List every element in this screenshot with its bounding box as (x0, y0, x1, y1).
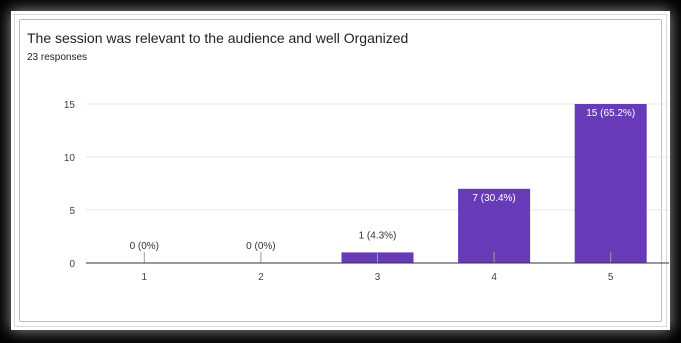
y-tick-label: 0 (69, 259, 75, 270)
x-tick-label: 5 (608, 272, 614, 283)
data-label: 7 (30.4%) (472, 193, 515, 204)
bar (458, 188, 531, 263)
chart-subtitle: 23 responses (27, 52, 88, 63)
card-border (19, 19, 662, 322)
y-tick-label: 5 (69, 206, 75, 217)
bar (574, 104, 647, 263)
x-tick-label: 3 (375, 272, 381, 283)
chart-card (14, 14, 667, 327)
y-tick-label: 10 (64, 153, 76, 164)
x-tick-label: 1 (142, 272, 148, 283)
data-label: 1 (4.3%) (359, 230, 397, 241)
y-tick-label: 15 (64, 100, 76, 111)
chart-title: The session was relevant to the audience… (27, 30, 409, 46)
x-tick-label: 4 (491, 272, 497, 283)
x-tick-label: 2 (258, 272, 264, 283)
data-label: 0 (0%) (246, 241, 275, 252)
data-label: 0 (0%) (130, 241, 159, 252)
data-label: 15 (65.2%) (586, 108, 635, 119)
